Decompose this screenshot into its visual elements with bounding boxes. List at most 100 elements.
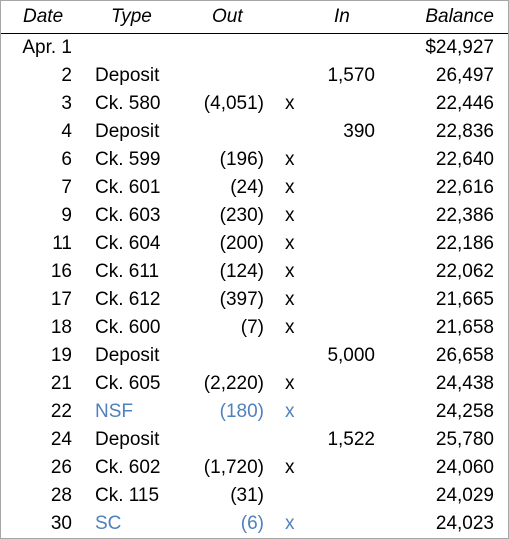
header-row: Date Type Out In Balance [1, 1, 508, 34]
table-row: 4 Deposit 390 22,836 [1, 118, 508, 146]
table-row: 26 Ck. 602 (1,720) x 24,060 [1, 454, 508, 482]
cell-balance: 21,658 [435, 317, 494, 338]
table-row: 17 Ck. 612 (397) x 21,665 [1, 286, 508, 314]
cell-out: (180) [219, 401, 264, 422]
table-row: 6 Ck. 599 (196) x 22,640 [1, 146, 508, 174]
cell-type: Ck. 600 [95, 317, 161, 338]
cell-in: 390 [343, 121, 375, 142]
cell-balance: 24,060 [435, 457, 494, 478]
cell-cleared-mark: x [285, 401, 295, 422]
cell-balance: $24,927 [425, 37, 494, 58]
cell-type: Ck. 612 [95, 289, 161, 310]
header-date: Date [23, 6, 64, 27]
cell-cleared-mark: x [285, 289, 295, 310]
cell-in: 1,570 [327, 65, 375, 86]
cell-balance: 22,836 [435, 121, 494, 142]
header-type: Type [111, 6, 152, 27]
cell-type: Deposit [95, 121, 160, 142]
cell-balance: 26,658 [435, 345, 494, 366]
table-row: Apr. 1 $24,927 [1, 34, 508, 62]
cell-balance: 25,780 [435, 429, 494, 450]
cell-out: (1,720) [203, 457, 264, 478]
cell-type: Ck. 115 [95, 485, 160, 506]
cell-balance: 22,386 [435, 205, 494, 226]
cell-in: 1,522 [327, 429, 375, 450]
cell-type: Ck. 611 [95, 261, 160, 282]
cell-balance: 22,446 [435, 93, 494, 114]
cell-balance: 26,497 [435, 65, 494, 86]
cell-out: (24) [230, 177, 264, 198]
cell-cleared-mark: x [285, 149, 295, 170]
table-row: 3 Ck. 580 (4,051) x 22,446 [1, 90, 508, 118]
cell-out: (4,051) [203, 93, 264, 114]
header-out: Out [212, 6, 243, 27]
cell-cleared-mark: x [285, 93, 295, 114]
cell-date: 2 [61, 65, 72, 86]
cell-date: Apr. 1 [22, 37, 72, 58]
cell-date: 11 [52, 233, 72, 254]
table-row: 19 Deposit 5,000 26,658 [1, 342, 508, 370]
cell-out: (397) [219, 289, 264, 310]
cell-cleared-mark: x [285, 457, 295, 478]
cell-cleared-mark: x [285, 373, 295, 394]
cell-type: Deposit [95, 65, 160, 86]
cell-balance: 22,062 [435, 261, 494, 282]
cell-type: Deposit [95, 345, 160, 366]
cell-balance: 22,186 [435, 233, 494, 254]
cell-balance: 22,616 [435, 177, 494, 198]
cell-cleared-mark: x [285, 233, 295, 254]
cell-out: (2,220) [203, 373, 264, 394]
cell-date: 3 [61, 93, 72, 114]
cell-date: 24 [50, 429, 72, 450]
cell-out: (230) [219, 205, 264, 226]
cell-out: (124) [219, 261, 264, 282]
cell-out: (7) [240, 317, 264, 338]
cell-type: Ck. 602 [95, 457, 161, 478]
cell-date: 22 [50, 401, 72, 422]
table-row: 30 SC (6) x 24,023 [1, 510, 508, 538]
cell-cleared-mark: x [285, 205, 295, 226]
cell-type: Ck. 603 [95, 205, 161, 226]
cell-cleared-mark: x [285, 513, 295, 534]
table-row: 21 Ck. 605 (2,220) x 24,438 [1, 370, 508, 398]
cell-balance: 21,665 [435, 289, 494, 310]
cell-date: 17 [50, 289, 72, 310]
table-body: Apr. 1 $24,927 2 Deposit 1,570 26,497 3 Ck. 580… [1, 34, 508, 538]
cell-balance: 24,023 [435, 513, 494, 534]
cell-type: Ck. 601 [95, 177, 161, 198]
cell-in: 5,000 [327, 345, 375, 366]
header-in: In [334, 6, 350, 27]
header-balance: Balance [425, 6, 494, 27]
cell-cleared-mark: x [285, 261, 295, 282]
cell-date: 4 [61, 121, 72, 142]
cell-type: SC [95, 513, 122, 534]
table-row: 18 Ck. 600 (7) x 21,658 [1, 314, 508, 342]
cell-date: 26 [50, 457, 72, 478]
table-row: 28 Ck. 115 (31) 24,029 [1, 482, 508, 510]
table-row: 2 Deposit 1,570 26,497 [1, 62, 508, 90]
table-row: 16 Ck. 611 (124) x 22,062 [1, 258, 508, 286]
cell-type: Ck. 605 [95, 373, 161, 394]
cell-balance: 24,438 [435, 373, 494, 394]
cell-date: 21 [50, 373, 72, 394]
cell-type: NSF [95, 401, 133, 422]
table-row: 24 Deposit 1,522 25,780 [1, 426, 508, 454]
cell-date: 18 [50, 317, 72, 338]
table-row: 11 Ck. 604 (200) x 22,186 [1, 230, 508, 258]
cell-cleared-mark: x [285, 317, 295, 338]
cell-date: 30 [50, 513, 72, 534]
cell-date: 16 [50, 261, 72, 282]
cell-date: 19 [50, 345, 72, 366]
cell-balance: 24,258 [435, 401, 494, 422]
cell-type: Ck. 580 [95, 93, 161, 114]
cell-out: (200) [219, 233, 264, 254]
cell-out: (6) [240, 513, 264, 534]
table-row: 7 Ck. 601 (24) x 22,616 [1, 174, 508, 202]
cell-out: (196) [219, 149, 264, 170]
cell-type: Ck. 604 [95, 233, 161, 254]
cell-date: 7 [61, 177, 72, 198]
cell-date: 9 [61, 205, 72, 226]
table-row: 22 NSF (180) x 24,258 [1, 398, 508, 426]
cell-date: 28 [50, 485, 72, 506]
